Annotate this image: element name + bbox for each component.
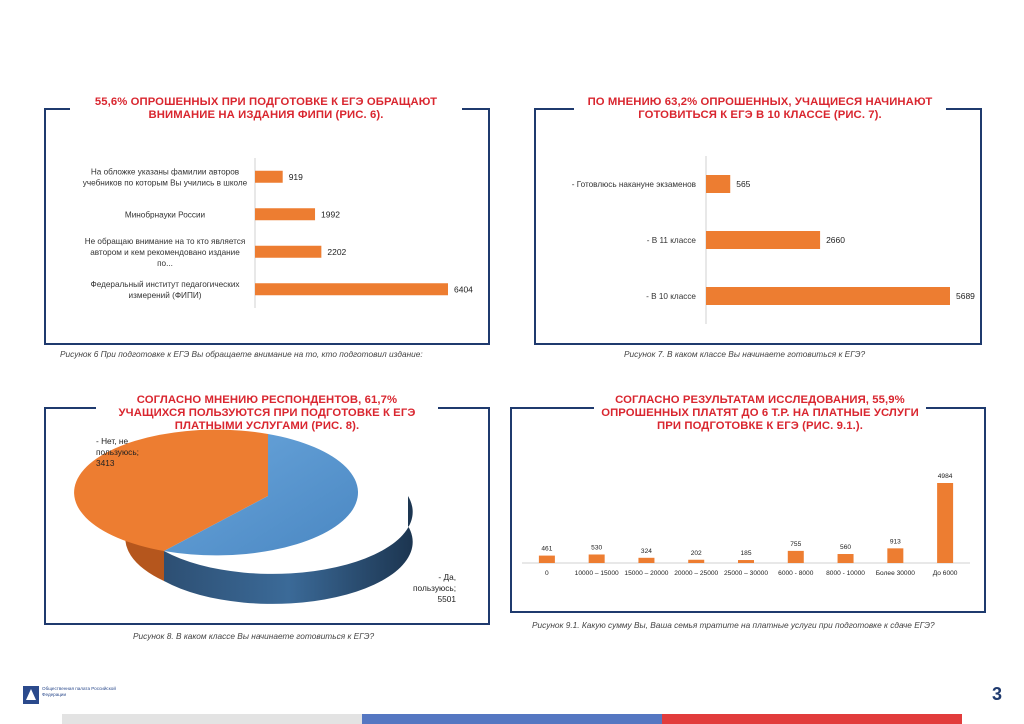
footer-stripe-grey	[62, 714, 362, 724]
chart-caption: Рисунок 9.1. Какую сумму Вы, Ваша семья …	[532, 620, 935, 630]
data-label: 1992	[321, 209, 340, 219]
panel-frame	[44, 407, 490, 625]
data-label: 202	[691, 550, 702, 557]
category-label: Федеральный институт педагогических измер…	[90, 280, 239, 300]
column	[638, 557, 655, 563]
column	[538, 555, 555, 563]
pie-slice-yes	[164, 434, 359, 556]
chart-title: СОГЛАСНО РЕЗУЛЬТАТАМ ИССЛЕДОВАНИЯ, 55,9%…	[594, 394, 926, 433]
category-label: 6000 - 8000	[778, 570, 814, 577]
column	[688, 559, 705, 563]
category-label: 15000 – 20000	[624, 570, 668, 577]
bar-chart-fig7: 565 - Готовлюсь накануне экзаменов 2660 - В…	[572, 156, 975, 324]
pie-slice-no	[74, 429, 268, 551]
category-label: 25000 – 30000	[724, 570, 768, 577]
data-label: 755	[790, 541, 801, 548]
data-label: 530	[591, 544, 602, 551]
category-label: 10000 – 15000	[575, 570, 619, 577]
column	[837, 554, 854, 563]
chart-title: СОГЛАСНО МНЕНИЮ РЕСПОНДЕНТОВ, 61,7% УЧАЩ…	[96, 394, 438, 433]
bar	[706, 287, 950, 305]
bar	[255, 170, 283, 183]
panel-frame	[510, 407, 986, 613]
column	[738, 560, 754, 563]
data-label: 2660	[826, 235, 845, 245]
bar-chart-fig6: 919 На обложке указаны фамилии авторов уче…	[83, 158, 473, 308]
logo-text: Общественная палата Российской Федерации	[42, 686, 116, 697]
bar	[255, 245, 322, 258]
chart-title: ПО МНЕНИЮ 63,2% ОПРОШЕННЫХ, УЧАЩИЕСЯ НАЧ…	[574, 96, 946, 122]
panel-frame	[534, 108, 982, 345]
category-label: 8000 - 10000	[826, 570, 865, 577]
data-label: 5689	[956, 291, 975, 301]
eagle-emblem-icon	[23, 686, 39, 704]
data-label: 919	[289, 172, 303, 182]
panel-frame	[44, 108, 490, 345]
chart-caption: Рисунок 7. В каком классе Вы начинаете г…	[624, 349, 866, 359]
column	[588, 554, 605, 563]
pie-label-no-value: 3413	[96, 458, 115, 468]
category-label: - Готовлюсь накануне экзаменов	[572, 180, 696, 189]
chart-panel-fig6: 55,6% ОПРОШЕННЫХ ПРИ ПОДГОТОВКЕ К ЕГЭ ОБ…	[44, 96, 490, 346]
column	[887, 548, 904, 563]
chart-panel-fig9: СОГЛАСНО РЕЗУЛЬТАТАМ ИССЛЕДОВАНИЯ, 55,9%…	[510, 394, 986, 614]
data-label: 6404	[454, 284, 473, 294]
data-label: 324	[641, 548, 652, 555]
pie-label-yes-value: 5501	[437, 594, 456, 604]
category-label: До 6000	[933, 570, 958, 577]
bar	[255, 283, 448, 296]
data-label: 560	[840, 544, 851, 551]
chart-caption: Рисунок 8. В каком классе Вы начинаете г…	[133, 631, 375, 641]
bar	[706, 175, 731, 193]
pie-label-yes: - Да, пользуюсь; 5501	[396, 572, 456, 605]
pie-chart-fig8	[74, 429, 413, 604]
category-label: Не обращаю внимание на то кто является ав…	[85, 237, 246, 268]
footer-stripe-red	[662, 714, 962, 724]
chart-panel-fig8: СОГЛАСНО МНЕНИЮ РЕСПОНДЕНТОВ, 61,7% УЧАЩ…	[44, 394, 490, 626]
category-label: - В 11 классе	[647, 236, 697, 245]
category-label: На обложке указаны фамилии авторов учебни…	[83, 167, 248, 187]
data-label: 565	[736, 179, 750, 189]
category-label: Более 30000	[876, 570, 916, 577]
category-label: Минобрнауки России	[125, 210, 205, 219]
data-label: 2202	[327, 247, 346, 257]
column-chart-fig9: 461 0 530 10000 – 15000 324 15000 – 20000 202 2…	[522, 473, 970, 577]
pie-label-no-category: - Нет, не пользуюсь;	[96, 436, 139, 457]
chart-title: 55,6% ОПРОШЕННЫХ ПРИ ПОДГОТОВКЕ К ЕГЭ ОБ…	[70, 96, 462, 122]
pie-slice-side-yes	[164, 496, 413, 604]
footer-stripe-blue	[362, 714, 662, 724]
data-label: 4984	[938, 473, 953, 480]
category-label: - В 10 классе	[646, 292, 696, 301]
data-label: 913	[890, 538, 901, 545]
column	[937, 483, 954, 563]
chart-panel-fig7: ПО МНЕНИЮ 63,2% ОПРОШЕННЫХ, УЧАЩИЕСЯ НАЧ…	[534, 96, 982, 346]
page-number: 3	[991, 684, 1002, 704]
category-label: 20000 – 25000	[674, 570, 718, 577]
chart-caption: Рисунок 6 При подготовке к ЕГЭ Вы обраща…	[60, 349, 423, 359]
pie-label-no: - Нет, не пользуюсь; 3413	[96, 436, 156, 469]
pie-slice-side-no	[125, 496, 164, 581]
data-label: 185	[740, 550, 751, 557]
pie-label-yes-category: - Да, пользуюсь;	[413, 572, 456, 593]
column	[787, 550, 804, 563]
organization-logo: Общественная палата Российской Федерации	[22, 684, 122, 710]
data-label: 461	[541, 546, 552, 553]
category-label: 0	[545, 570, 549, 577]
bar	[255, 208, 316, 221]
bar	[706, 231, 821, 249]
